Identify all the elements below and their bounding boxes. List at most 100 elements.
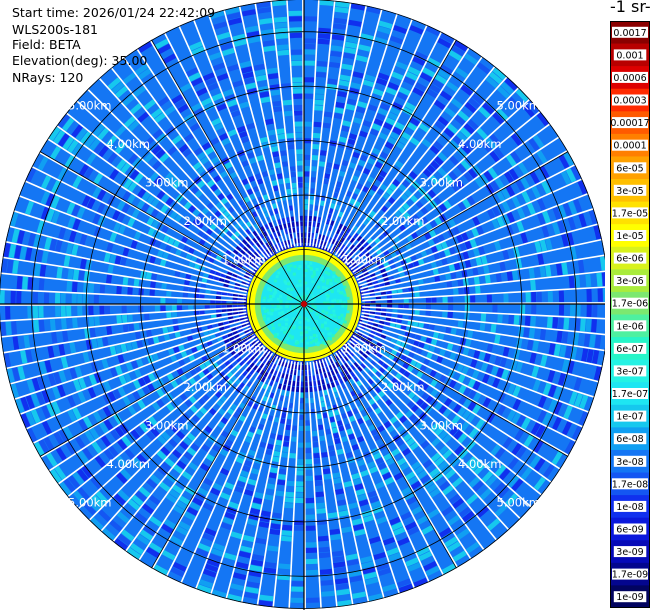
field-cell	[596, 272, 603, 287]
field-cell	[292, 82, 303, 88]
field-cell	[383, 249, 390, 257]
field-cell	[217, 421, 226, 430]
field-cell	[280, 83, 292, 89]
field-cell	[216, 309, 222, 314]
field-cell	[443, 397, 453, 407]
core-speckle	[290, 288, 294, 291]
colorbar-label-box	[612, 139, 648, 151]
ray-gap	[321, 13, 398, 249]
field-cell	[416, 546, 430, 556]
field-cell	[370, 300, 376, 304]
core-speckle	[274, 333, 278, 337]
field-cell	[345, 451, 354, 459]
field-cell	[178, 143, 189, 154]
field-cell	[183, 451, 194, 461]
colorbar-label: 1.7e-09	[612, 570, 648, 581]
field-cell	[478, 245, 486, 256]
field-cell	[278, 563, 291, 570]
field-cell	[492, 377, 501, 389]
field-cell	[256, 228, 262, 235]
core-speckle	[262, 299, 266, 302]
field-cell	[185, 253, 193, 261]
field-cell	[172, 239, 180, 248]
field-cell	[11, 228, 20, 243]
field-cell	[248, 233, 255, 240]
field-cell	[420, 335, 427, 343]
field-cell	[304, 171, 310, 177]
nrays-label: NRays: 120	[12, 70, 84, 85]
field-cell	[592, 304, 598, 318]
field-cell	[322, 122, 332, 129]
field-cell	[342, 349, 349, 355]
field-cell	[333, 233, 339, 240]
field-cell	[245, 586, 259, 594]
field-cell	[334, 355, 340, 361]
field-cell	[551, 451, 563, 465]
field-cell	[127, 405, 137, 416]
core-speckle	[332, 313, 336, 317]
core-speckle	[299, 339, 303, 343]
field-cell	[189, 501, 201, 511]
field-cell	[67, 268, 74, 280]
field-cell	[452, 550, 467, 562]
core-speckle	[277, 307, 281, 310]
field-cell	[103, 252, 111, 263]
field-cell	[360, 469, 370, 478]
colorbar-label: 0.0017	[613, 28, 646, 39]
field-cell	[375, 370, 382, 378]
field-cell	[343, 52, 356, 60]
field-cell	[259, 369, 266, 376]
field-cell	[89, 427, 100, 440]
field-cell	[346, 373, 352, 380]
field-cell	[441, 505, 454, 517]
field-cell	[331, 550, 344, 557]
field-cell	[483, 352, 491, 363]
field-cell	[441, 464, 453, 475]
field-cell	[456, 363, 464, 373]
field-cell	[278, 468, 287, 475]
field-cell	[203, 477, 214, 487]
field-cell	[109, 519, 123, 532]
field-cell	[51, 401, 61, 415]
field-cell	[259, 232, 265, 239]
field-cell	[288, 10, 302, 16]
field-cell	[162, 53, 177, 64]
field-cell	[123, 178, 133, 190]
field-cell	[405, 409, 414, 419]
field-cell	[349, 237, 356, 244]
field-cell	[210, 137, 220, 146]
field-cell	[246, 31, 260, 39]
field-cell	[59, 481, 72, 496]
field-cell	[49, 318, 56, 331]
field-cell	[61, 318, 67, 330]
ray-gap	[223, 9, 290, 248]
core-speckle	[309, 315, 313, 319]
field-cell	[367, 490, 378, 499]
field-cell	[222, 88, 234, 97]
field-cell	[430, 422, 440, 433]
field-cell	[407, 562, 422, 572]
core-speckle	[309, 341, 313, 345]
field-cell	[387, 299, 393, 304]
field-cell	[481, 141, 493, 153]
field-cell	[210, 184, 219, 192]
ray-gap	[350, 337, 552, 484]
field-cell	[204, 304, 210, 310]
ray-gap	[86, 88, 264, 264]
field-cell	[317, 535, 329, 542]
field-cell	[103, 448, 115, 461]
field-cell	[461, 365, 470, 375]
field-cell	[94, 316, 100, 326]
field-cell	[409, 332, 416, 339]
field-cell	[567, 360, 575, 374]
field-cell	[271, 180, 278, 187]
field-cell	[553, 401, 563, 415]
field-cell	[271, 512, 282, 519]
field-cell	[156, 398, 165, 408]
core-speckle	[285, 304, 289, 308]
field-cell	[131, 341, 138, 350]
field-cell	[446, 280, 453, 288]
field-cell	[299, 409, 304, 415]
field-cell	[542, 412, 552, 426]
core-speckle	[320, 278, 324, 282]
